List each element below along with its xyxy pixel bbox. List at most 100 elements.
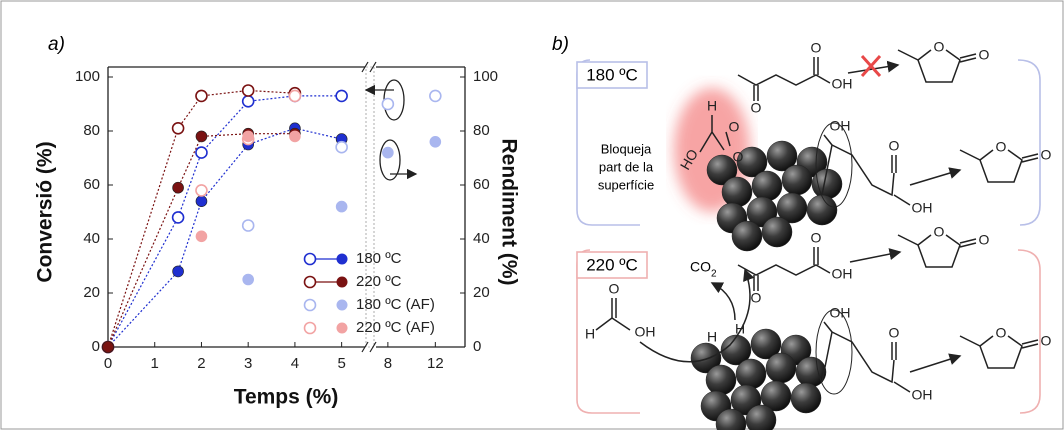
yield-point bbox=[289, 131, 300, 142]
atom-label: O bbox=[1041, 333, 1052, 349]
blocking-note: part de la bbox=[599, 159, 654, 174]
y2-tick-label: 80 bbox=[473, 122, 490, 139]
y-tick-label: 60 bbox=[83, 176, 100, 193]
yield-point bbox=[173, 182, 184, 193]
atom-label: O bbox=[609, 281, 620, 297]
x-tick-label: 3 bbox=[244, 355, 252, 372]
atom-label: H bbox=[735, 321, 745, 337]
co2-label: CO bbox=[690, 259, 711, 275]
surface-sphere bbox=[722, 177, 752, 207]
condition-label: 220 ºC bbox=[586, 255, 638, 274]
surface-sphere bbox=[762, 217, 792, 247]
legend-marker-open bbox=[305, 254, 316, 265]
conversion-point bbox=[336, 142, 347, 153]
surface-sphere bbox=[736, 359, 766, 389]
atom-label: H bbox=[707, 98, 717, 114]
atom-label: OH bbox=[912, 200, 933, 216]
surface-sphere bbox=[706, 365, 736, 395]
legend-marker-filled bbox=[337, 254, 348, 265]
atom-label: O bbox=[1041, 147, 1052, 163]
atom-label: O bbox=[729, 119, 740, 135]
atom-label: H bbox=[585, 326, 595, 342]
panel-label: a) bbox=[48, 34, 65, 55]
yield-point bbox=[336, 201, 347, 212]
x-tick-label: 0 bbox=[104, 355, 112, 372]
surface-sphere bbox=[766, 353, 796, 383]
yield-point bbox=[173, 266, 184, 277]
legend-marker-filled bbox=[337, 277, 348, 288]
y-tick-label: 80 bbox=[83, 122, 100, 139]
x-axis-title: Temps (%) bbox=[234, 386, 339, 409]
y2-tick-label: 40 bbox=[473, 230, 490, 247]
legend-label: 220 ºC (AF) bbox=[356, 319, 435, 336]
y2-axis-title: Rendiment (%) bbox=[497, 139, 520, 286]
legend-marker-open bbox=[305, 323, 316, 334]
surface-sphere bbox=[807, 195, 837, 225]
conversion-point bbox=[196, 185, 207, 196]
surface-sphere bbox=[732, 221, 762, 251]
y-tick-label: 0 bbox=[92, 338, 100, 355]
atom-label: OH bbox=[832, 76, 853, 92]
yield-point bbox=[103, 342, 114, 353]
legend-marker-open bbox=[305, 300, 316, 311]
legend-label: 220 ºC bbox=[356, 273, 402, 290]
atom-label: O bbox=[733, 149, 744, 165]
yield-point bbox=[243, 274, 254, 285]
frame bbox=[1, 1, 1063, 429]
co2-subscript: 2 bbox=[711, 269, 717, 280]
surface-sphere bbox=[791, 383, 821, 413]
conversion-point bbox=[336, 90, 347, 101]
atom-label: O bbox=[934, 224, 945, 240]
y2-tick-label: 20 bbox=[473, 284, 490, 301]
atom-label: O bbox=[996, 325, 1007, 341]
x-tick-label: 1 bbox=[151, 355, 159, 372]
y-axis-title: Conversió (%) bbox=[34, 141, 57, 282]
conversion-point bbox=[196, 90, 207, 101]
atom-label: O bbox=[889, 138, 900, 154]
atom-label: O bbox=[889, 325, 900, 341]
y2-tick-label: 0 bbox=[473, 338, 481, 355]
blocking-note: superfície bbox=[598, 177, 654, 192]
y2-tick-label: 60 bbox=[473, 176, 490, 193]
y-tick-label: 40 bbox=[83, 230, 100, 247]
surface-sphere bbox=[752, 171, 782, 201]
atom-label: OH bbox=[830, 305, 851, 321]
atom-label: O bbox=[811, 40, 822, 56]
legend-marker-filled bbox=[337, 300, 348, 311]
atom-label: OH bbox=[832, 266, 853, 282]
atom-label: O bbox=[979, 232, 990, 248]
blocking-note: Bloqueja bbox=[601, 141, 652, 156]
atom-label: O bbox=[996, 139, 1007, 155]
panel-label: b) bbox=[552, 34, 569, 55]
legend-label: 180 ºC (AF) bbox=[356, 296, 435, 313]
yield-point bbox=[196, 231, 207, 242]
x-tick-label: 5 bbox=[337, 355, 345, 372]
atom-label: H bbox=[707, 329, 717, 345]
conversion-point bbox=[382, 99, 393, 110]
conversion-point bbox=[243, 220, 254, 231]
legend-marker-filled bbox=[337, 323, 348, 334]
x-tick-label: 8 bbox=[384, 355, 392, 372]
yield-point bbox=[196, 131, 207, 142]
x-tick-label: 12 bbox=[427, 355, 444, 372]
yield-point bbox=[430, 136, 441, 147]
legend-label: 180 ºC bbox=[356, 250, 402, 267]
surface-sphere bbox=[782, 165, 812, 195]
y-tick-label: 100 bbox=[75, 68, 100, 85]
y2-tick-label: 100 bbox=[473, 68, 498, 85]
conversion-point bbox=[243, 85, 254, 96]
yield-point bbox=[382, 147, 393, 158]
yield-point bbox=[196, 196, 207, 207]
conversion-point bbox=[430, 90, 441, 101]
conversion-point bbox=[196, 147, 207, 158]
figure: a)012345812020406080100020406080100Temps… bbox=[0, 0, 1064, 430]
conversion-point bbox=[173, 123, 184, 134]
conversion-point bbox=[289, 90, 300, 101]
atom-label: O bbox=[751, 100, 762, 116]
condition-label: 180 ºC bbox=[586, 65, 638, 84]
conversion-point bbox=[173, 212, 184, 223]
atom-label: O bbox=[811, 230, 822, 246]
atom-label: OH bbox=[830, 118, 851, 134]
x-tick-label: 4 bbox=[291, 355, 299, 372]
conversion-point bbox=[243, 96, 254, 107]
